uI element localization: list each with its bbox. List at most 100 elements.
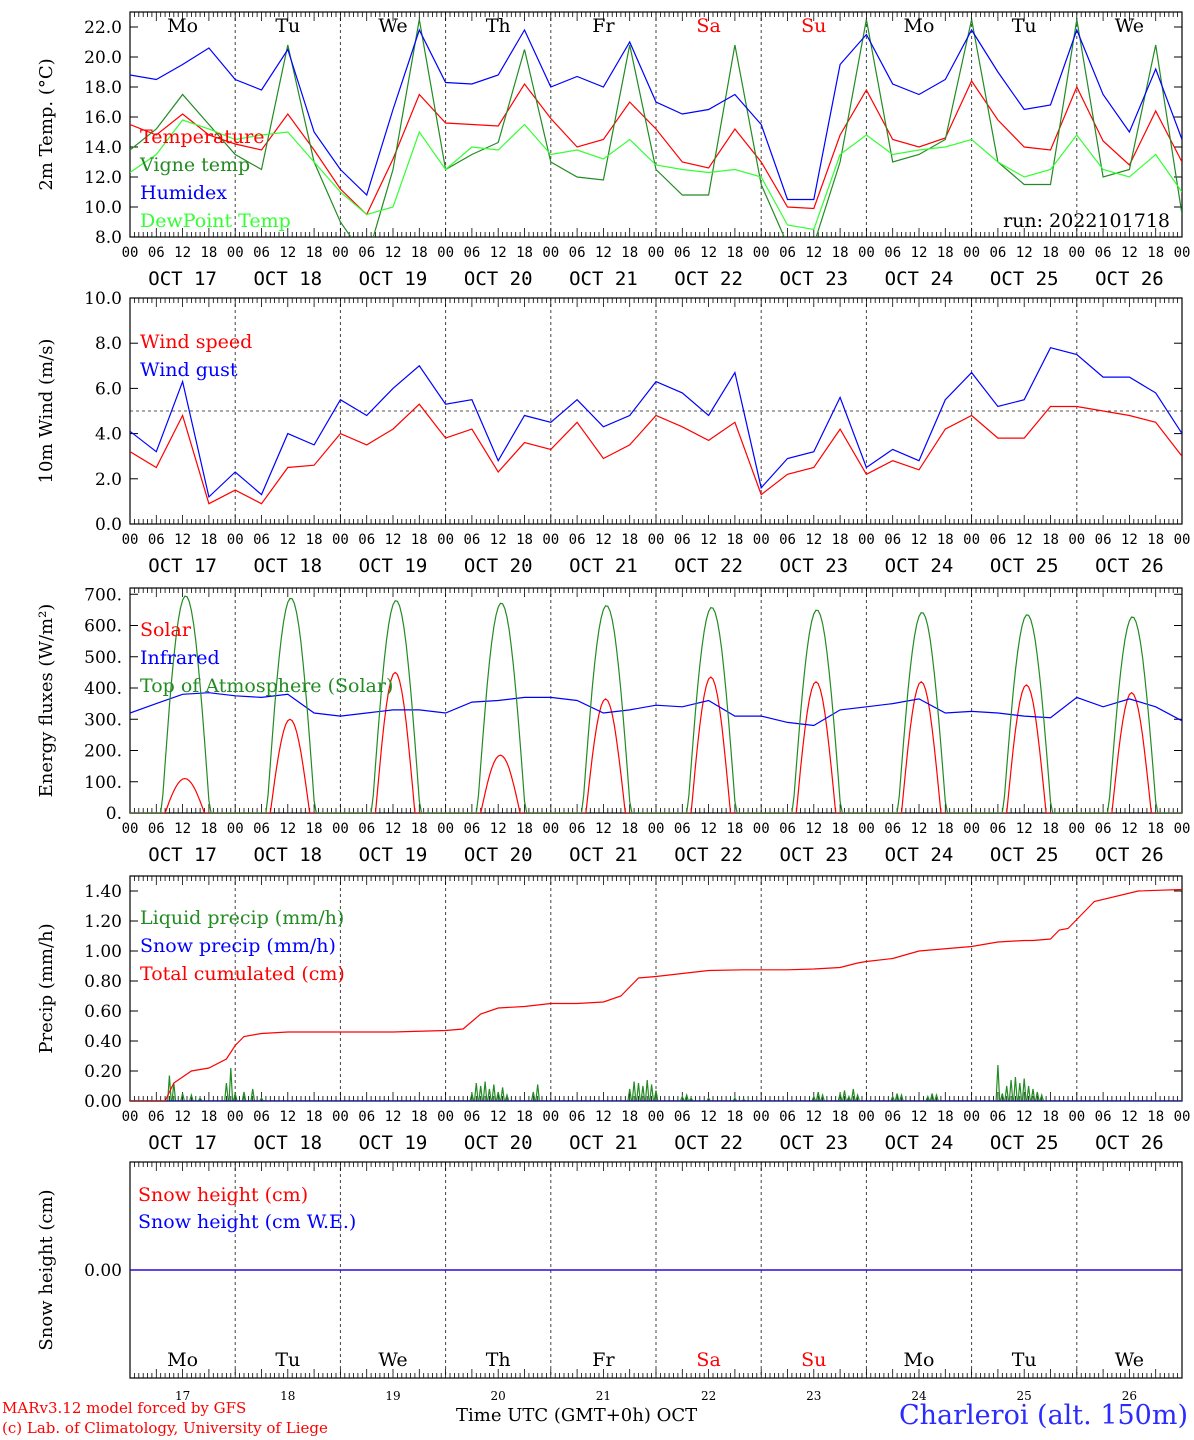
- date-label: OCT 17: [148, 844, 217, 866]
- weekday-label: Tu: [1012, 15, 1037, 37]
- series-infrared: [130, 692, 1182, 727]
- hour-label: 06: [569, 1109, 586, 1125]
- panel-flux: 0. 100. 200. 300. 400. 500. 600. 700. Energy flu…: [36, 585, 1190, 866]
- hour-label: 00: [542, 532, 559, 548]
- hour-label: 00: [227, 245, 244, 261]
- hour-label: 12: [595, 821, 612, 837]
- hour-label: 12: [805, 532, 822, 548]
- hour-ticks: [129, 588, 1183, 813]
- weekday-label: Mo: [167, 15, 198, 37]
- hour-label: 18: [832, 532, 849, 548]
- hour-label: 12: [1121, 532, 1138, 548]
- hour-label: 00: [963, 821, 980, 837]
- date-label: OCT 22: [674, 1132, 743, 1154]
- hour-label: 12: [1016, 1109, 1033, 1125]
- hour-label: 18: [516, 821, 533, 837]
- hour-label: 00: [1174, 821, 1191, 837]
- hour-label: 06: [674, 821, 691, 837]
- panel-temp: 8.0 10.0 12.0 14.0 16.0 18.0 20.0 22.0 2m Temp. …: [36, 11, 1191, 290]
- date-label: OCT 17: [148, 268, 217, 290]
- hour-label: 06: [1095, 245, 1112, 261]
- hour-label: 12: [279, 821, 296, 837]
- hour-label: 18: [1147, 1109, 1164, 1125]
- y-tick-label: 12.0: [84, 168, 122, 188]
- weekday-label: We: [378, 15, 407, 37]
- hour-label: 06: [253, 821, 270, 837]
- weekday-label-bottom: Su: [801, 1349, 826, 1371]
- hour-label: 06: [358, 532, 375, 548]
- y-tick-label: 500.: [84, 648, 122, 668]
- weekday-label-bottom: We: [1115, 1349, 1144, 1371]
- hour-label: 06: [463, 1109, 480, 1125]
- y-tick-label: 8.0: [95, 334, 122, 354]
- legend-entry: Wind gust: [140, 359, 238, 381]
- hour-label: 00: [122, 1109, 139, 1125]
- hour-label: 06: [253, 532, 270, 548]
- y-tick-label: 1.40: [84, 882, 122, 902]
- hour-label: 00: [648, 821, 665, 837]
- hour-label: 06: [989, 1109, 1006, 1125]
- hour-label: 06: [779, 821, 796, 837]
- date-label: OCT 17: [148, 555, 217, 577]
- hour-label: 00: [648, 1109, 665, 1125]
- hour-label: 18: [1147, 532, 1164, 548]
- hour-label: 18: [1147, 821, 1164, 837]
- hour-label: 00: [1068, 532, 1085, 548]
- hour-label: 12: [805, 821, 822, 837]
- hour-label: 00: [122, 245, 139, 261]
- y-axis-label: Energy fluxes (W/m²): [36, 604, 57, 798]
- hour-label: 00: [1174, 532, 1191, 548]
- hour-label: 06: [884, 821, 901, 837]
- hour-label: 12: [490, 245, 507, 261]
- hour-label: 18: [200, 821, 217, 837]
- hour-label: 18: [306, 245, 323, 261]
- hour-label: 06: [1095, 1109, 1112, 1125]
- hour-label: 00: [1174, 245, 1191, 261]
- date-label: OCT 26: [1095, 555, 1164, 577]
- hour-label: 18: [1042, 1109, 1059, 1125]
- hour-label: 12: [490, 1109, 507, 1125]
- weekday-label-bottom: Mo: [904, 1349, 935, 1371]
- hour-label: 00: [753, 1109, 770, 1125]
- y-tick-label: 8.0: [95, 228, 122, 248]
- hour-label: 12: [174, 821, 191, 837]
- hour-label: 18: [411, 245, 428, 261]
- day-number: 21: [596, 1389, 611, 1403]
- hour-label: 18: [726, 821, 743, 837]
- hour-label: 12: [279, 1109, 296, 1125]
- legend-entry: DewPoint Temp: [140, 210, 291, 232]
- hour-label: 12: [1121, 245, 1138, 261]
- y-tick-label: 1.00: [84, 942, 122, 962]
- run-label: run: 2022101718: [1003, 210, 1170, 232]
- series-wind-speed: [130, 403, 1182, 505]
- panel-precip: 0.00 0.20 0.40 0.60 0.80 1.00 1.20 1.40 Precip (…: [36, 875, 1191, 1154]
- y-tick-label: 10.0: [84, 289, 122, 309]
- y-axis-label: Snow height (cm): [36, 1189, 57, 1350]
- hour-label: 00: [122, 821, 139, 837]
- hour-label: 18: [621, 245, 638, 261]
- series-temperature: [130, 79, 1182, 216]
- date-label: OCT 18: [253, 555, 322, 577]
- date-label: OCT 21: [569, 844, 638, 866]
- hour-label: 12: [385, 821, 402, 837]
- model-credit: MARv3.12 model forced by GFS: [2, 1399, 247, 1417]
- panel-wind: 0.0 2.0 4.0 6.0 8.0 10.0 10m Wind (m/s) 00 06 12 1…: [36, 289, 1190, 577]
- date-label: OCT 23: [779, 1132, 848, 1154]
- y-tick-label: 16.0: [84, 108, 122, 128]
- day-number: 19: [385, 1389, 400, 1403]
- y-tick-label: 22.0: [84, 18, 122, 38]
- hour-label: 06: [463, 245, 480, 261]
- date-label: OCT 24: [885, 1132, 954, 1154]
- hour-label: 00: [332, 1109, 349, 1125]
- hour-label: 06: [779, 245, 796, 261]
- hour-label: 06: [779, 1109, 796, 1125]
- hour-label: 00: [858, 1109, 875, 1125]
- date-label: OCT 18: [253, 1132, 322, 1154]
- hour-label: 12: [1121, 821, 1138, 837]
- hour-label: 06: [358, 1109, 375, 1125]
- y-tick-label: 700.: [84, 585, 122, 605]
- hour-label: 06: [358, 245, 375, 261]
- hour-label: 12: [490, 532, 507, 548]
- hour-label: 00: [1174, 1109, 1191, 1125]
- hour-label: 00: [963, 532, 980, 548]
